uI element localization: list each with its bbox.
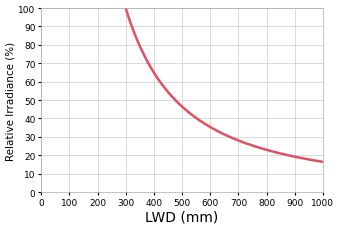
Y-axis label: Relative Irradiance (%): Relative Irradiance (%) [5, 41, 16, 160]
X-axis label: LWD (mm): LWD (mm) [146, 210, 219, 224]
